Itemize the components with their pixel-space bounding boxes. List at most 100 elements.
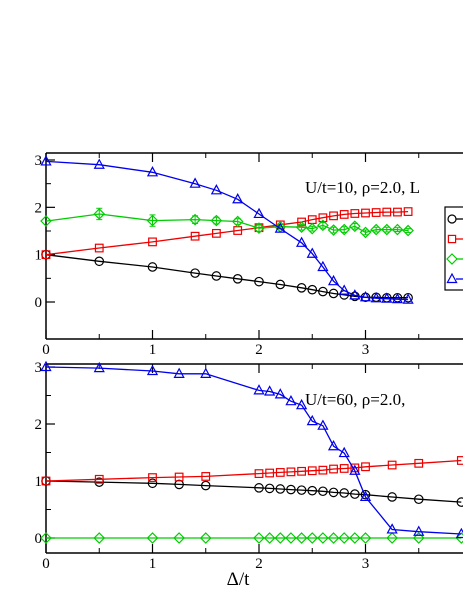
data-point-diamond bbox=[402, 224, 414, 237]
data-point-triangle bbox=[40, 155, 52, 166]
data-point-diamond bbox=[327, 532, 340, 544]
data-point-circle bbox=[275, 484, 286, 494]
x-tick-label: 0 bbox=[42, 556, 50, 572]
data-point-square bbox=[393, 207, 402, 217]
data-point-square bbox=[361, 208, 370, 218]
data-point-square bbox=[361, 462, 370, 472]
data-point-square bbox=[286, 467, 296, 477]
data-point-diamond bbox=[146, 532, 159, 544]
series-triangle bbox=[40, 155, 414, 304]
data-point-circle bbox=[456, 497, 463, 507]
data-point-diamond bbox=[295, 221, 308, 234]
data-point-circle bbox=[254, 483, 264, 493]
data-point-square bbox=[403, 207, 413, 216]
y-tick-label: 1 bbox=[35, 474, 43, 490]
data-point-diamond bbox=[253, 532, 265, 544]
data-point-diamond bbox=[146, 214, 159, 227]
data-point-diamond bbox=[40, 215, 52, 227]
y-tick-label: 0 bbox=[35, 531, 43, 547]
legend-marker-square bbox=[447, 234, 457, 244]
data-point-diamond bbox=[199, 532, 212, 544]
panel-top-annotation: U/t=10, ρ=2.0, L bbox=[305, 178, 420, 197]
y-tick-label: 3 bbox=[35, 360, 43, 376]
data-point-triangle bbox=[295, 236, 308, 247]
data-point-square bbox=[307, 466, 317, 476]
legend-box bbox=[444, 206, 463, 291]
data-point-triangle bbox=[413, 525, 425, 536]
data-point-circle bbox=[211, 271, 222, 281]
data-point-circle bbox=[328, 288, 339, 299]
data-point-diamond bbox=[93, 532, 106, 544]
data-point-square bbox=[318, 213, 328, 223]
data-point-triangle bbox=[173, 367, 185, 378]
data-point-triangle bbox=[274, 222, 286, 233]
data-point-triangle bbox=[93, 158, 105, 169]
data-point-square bbox=[297, 466, 306, 476]
series-circle bbox=[41, 249, 413, 303]
series-line bbox=[45, 459, 462, 482]
data-point-circle bbox=[296, 485, 307, 495]
data-point-diamond bbox=[173, 532, 185, 544]
data-point-triangle bbox=[306, 247, 318, 258]
data-point-diamond bbox=[274, 532, 287, 544]
data-point-circle bbox=[360, 489, 371, 500]
data-point-square bbox=[201, 472, 211, 481]
series-line bbox=[45, 160, 409, 301]
series-line bbox=[45, 210, 409, 256]
data-point-diamond bbox=[412, 532, 425, 544]
data-point-triangle bbox=[285, 394, 297, 406]
data-point-triangle bbox=[264, 385, 276, 396]
data-point-diamond bbox=[349, 532, 361, 544]
data-point-square bbox=[329, 211, 338, 221]
data-point-circle bbox=[350, 489, 360, 499]
data-point-diamond bbox=[317, 219, 329, 232]
data-point-triangle bbox=[402, 293, 414, 304]
data-point-square bbox=[387, 460, 397, 470]
data-point-triangle bbox=[349, 464, 361, 475]
data-point-diamond bbox=[391, 223, 404, 236]
data-point-square bbox=[94, 474, 104, 484]
data-point-triangle bbox=[253, 384, 265, 395]
data-point-triangle bbox=[349, 289, 361, 300]
series-line bbox=[45, 480, 462, 503]
data-point-diamond bbox=[285, 532, 297, 544]
data-point-triangle bbox=[381, 292, 393, 303]
data-point-triangle bbox=[317, 260, 329, 272]
legend-marker-diamond bbox=[446, 253, 458, 265]
data-point-diamond bbox=[189, 213, 201, 226]
data-point-square bbox=[41, 476, 51, 486]
data-point-diamond bbox=[263, 532, 276, 544]
data-point-circle bbox=[264, 483, 275, 494]
data-point-diamond bbox=[338, 532, 351, 544]
data-point-square bbox=[382, 207, 392, 217]
x-tick-label: 2 bbox=[255, 342, 263, 358]
data-point-triangle bbox=[274, 388, 286, 399]
data-point-circle bbox=[232, 274, 243, 284]
x-tick-label: 1 bbox=[149, 342, 157, 358]
y-tick-label: 3 bbox=[35, 153, 43, 169]
data-point-diamond bbox=[359, 532, 372, 544]
legend bbox=[444, 206, 463, 291]
data-point-circle bbox=[413, 494, 424, 505]
data-point-diamond bbox=[338, 223, 351, 236]
series-line bbox=[45, 254, 409, 299]
data-point-triangle bbox=[338, 284, 350, 295]
series-circle bbox=[41, 476, 463, 507]
data-point-diamond bbox=[40, 532, 52, 544]
data-point-diamond bbox=[370, 223, 382, 236]
panel-bottom: U/t=60, ρ=2.0, 0 1 2 3 0 1 2 3 bbox=[35, 360, 463, 572]
y-tick-label: 2 bbox=[35, 200, 43, 216]
y-tick-label: 1 bbox=[35, 248, 43, 264]
data-point-circle bbox=[328, 487, 339, 498]
data-point-diamond bbox=[210, 214, 223, 227]
data-point-diamond bbox=[327, 224, 340, 236]
data-point-circle bbox=[254, 276, 264, 287]
data-point-circle bbox=[339, 488, 349, 498]
data-point-circle bbox=[307, 485, 318, 496]
data-point-square bbox=[275, 468, 285, 477]
series-diamond bbox=[40, 532, 463, 544]
series-triangle bbox=[40, 360, 463, 539]
data-point-circle bbox=[190, 268, 200, 278]
